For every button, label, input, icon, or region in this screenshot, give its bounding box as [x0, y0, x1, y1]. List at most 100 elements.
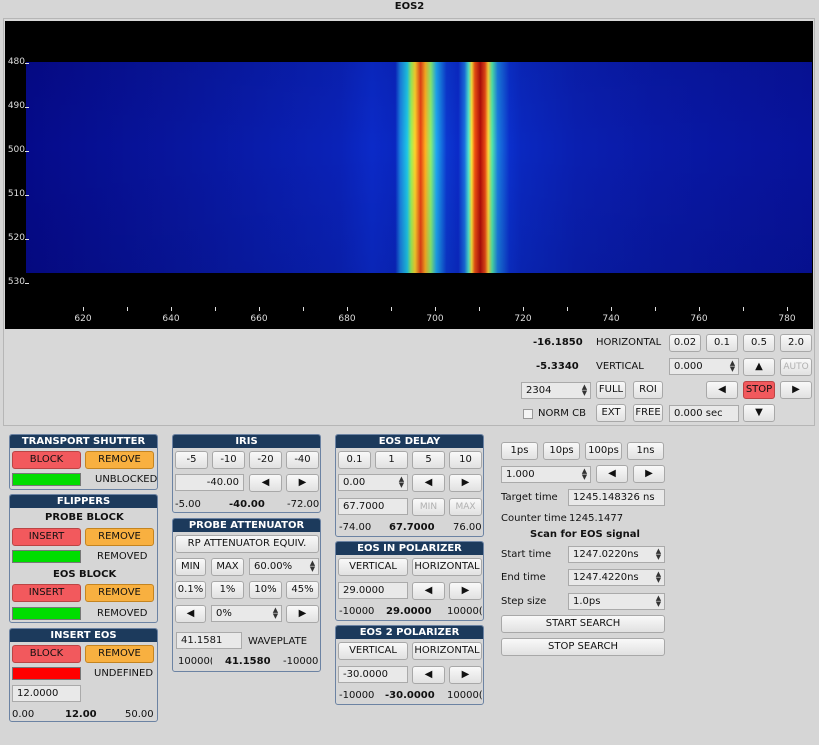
attenuator-max-button[interactable]: MAX: [211, 558, 244, 576]
eos-block-remove-button[interactable]: REMOVE: [85, 584, 154, 602]
scan-step-1ns-button[interactable]: 1ns: [627, 442, 664, 460]
horizontal-label: HORIZONTAL: [596, 337, 662, 348]
scan-left-button[interactable]: ◀: [596, 465, 628, 483]
up-arrow-button[interactable]: ▲: [743, 358, 775, 376]
spin-arrows-icon[interactable]: ▲ ▼: [581, 383, 588, 397]
scan-step-1ps-button[interactable]: 1ps: [501, 442, 538, 460]
in-polarizer-min: -10000: [339, 606, 375, 617]
probe-block-insert-button[interactable]: INSERT: [12, 528, 81, 546]
delay-max-button[interactable]: MAX: [449, 498, 482, 516]
spin-arrows-icon[interactable]: ▲ ▼: [309, 559, 316, 573]
scan-step-10ps-button[interactable]: 10ps: [543, 442, 580, 460]
delay-value-field[interactable]: 67.7000: [338, 498, 408, 515]
iris-right-button[interactable]: ▶: [286, 474, 319, 492]
time-field[interactable]: 0.000 sec: [669, 405, 739, 422]
spin-arrows-icon[interactable]: ▲ ▼: [398, 475, 405, 489]
attenuator-right-button[interactable]: ▶: [286, 605, 319, 623]
insert-eos-value-field[interactable]: 12.0000: [12, 685, 81, 702]
eos2-polarizer-horizontal-button[interactable]: HORIZONTAL: [412, 642, 482, 660]
spin-arrows-icon[interactable]: ▲ ▼: [655, 570, 662, 584]
delay-step-1-button[interactable]: 1: [375, 451, 408, 469]
delay-step-0.1-button[interactable]: 0.1: [338, 451, 371, 469]
iris-step-20-button[interactable]: -20: [249, 451, 282, 469]
vertical-step-spinbox[interactable]: 0.000 ▲ ▼: [669, 358, 739, 375]
target-time-field[interactable]: 1245.148326 ns: [568, 489, 665, 506]
attenuator-step-10-button[interactable]: 10%: [249, 581, 282, 599]
in-polarizer-left-button[interactable]: ◀: [412, 582, 445, 600]
step-0.02-button[interactable]: 0.02: [669, 334, 701, 352]
attenuator-left-button[interactable]: ◀: [175, 605, 206, 623]
waveplate-range-low: 10000(: [178, 656, 212, 667]
in-polarizer-value-field[interactable]: 29.0000: [338, 582, 408, 599]
left-arrow-button[interactable]: ◀: [706, 381, 738, 399]
attenuator-step-1-button[interactable]: 1%: [211, 581, 244, 599]
full-button[interactable]: FULL: [596, 381, 626, 399]
delay-right-button[interactable]: ▶: [449, 474, 482, 492]
attenuator-step-0.1-button[interactable]: 0.1%: [175, 581, 206, 599]
end-time-spinbox[interactable]: 1247.4220ns ▲ ▼: [568, 569, 665, 586]
eos2-polarizer-value-field[interactable]: -30.0000: [338, 666, 408, 683]
shutter-block-button[interactable]: BLOCK: [12, 451, 81, 469]
scan-step-spinbox[interactable]: 1.000 ▲ ▼: [501, 466, 591, 483]
delay-spinbox[interactable]: 0.00 ▲ ▼: [338, 474, 408, 491]
ext-button[interactable]: EXT: [596, 404, 626, 422]
roi-button[interactable]: ROI: [633, 381, 663, 399]
insert-eos-block-button[interactable]: BLOCK: [12, 645, 81, 663]
x-tick-label: 720: [514, 314, 532, 324]
iris-step-10-button[interactable]: -10: [212, 451, 245, 469]
insert-eos-remove-button[interactable]: REMOVE: [85, 645, 154, 663]
y-tick-label: 480: [7, 57, 25, 67]
probe-block-remove-button[interactable]: REMOVE: [85, 528, 154, 546]
step-0.1-button[interactable]: 0.1: [706, 334, 738, 352]
delay-left-button[interactable]: ◀: [412, 474, 445, 492]
y-tick-mark: [25, 195, 29, 196]
in-polarizer-vertical-button[interactable]: VERTICAL: [338, 558, 408, 576]
start-time-label: Start time: [501, 549, 552, 560]
free-button[interactable]: FREE: [633, 404, 663, 422]
scan-step-100ps-button[interactable]: 100ps: [585, 442, 622, 460]
down-arrow-button[interactable]: ▼: [743, 404, 775, 422]
start-search-button[interactable]: START SEARCH: [501, 615, 665, 633]
in-polarizer-horizontal-button[interactable]: HORIZONTAL: [412, 558, 482, 576]
spin-arrows-icon[interactable]: ▲ ▼: [581, 467, 588, 481]
delay-step-5-button[interactable]: 5: [412, 451, 445, 469]
stop-search-button[interactable]: STOP SEARCH: [501, 638, 665, 656]
in-polarizer-right-button[interactable]: ▶: [449, 582, 482, 600]
waveplate-value-field[interactable]: 41.1581: [176, 632, 242, 649]
auto-button[interactable]: AUTO: [780, 358, 812, 376]
heatmap-image: [26, 62, 812, 273]
eos-block-insert-button[interactable]: INSERT: [12, 584, 81, 602]
step-2.0-button[interactable]: 2.0: [780, 334, 812, 352]
attenuator-step-spinbox[interactable]: 0% ▲ ▼: [211, 605, 282, 622]
spin-arrows-icon[interactable]: ▲ ▼: [655, 547, 662, 561]
x-tick-label: 740: [602, 314, 620, 324]
eos2-polarizer-left-button[interactable]: ◀: [412, 666, 445, 684]
stop-button[interactable]: STOP: [743, 381, 775, 399]
iris-step-40-button[interactable]: -40: [286, 451, 319, 469]
spin-arrows-icon[interactable]: ▲ ▼: [655, 594, 662, 608]
y-tick-mark: [25, 107, 29, 108]
attenuator-step-45-button[interactable]: 45%: [286, 581, 319, 599]
rp-attenuator-equiv-button[interactable]: RP ATTENUATOR EQUIV.: [175, 535, 319, 553]
shutter-remove-button[interactable]: REMOVE: [85, 451, 154, 469]
spin-arrows-icon[interactable]: ▲ ▼: [729, 359, 736, 373]
x-tick-mark: [523, 307, 524, 311]
scan-right-button[interactable]: ▶: [633, 465, 665, 483]
frame-spinbox[interactable]: 2304 ▲ ▼: [521, 382, 591, 399]
spin-arrows-icon[interactable]: ▲ ▼: [272, 606, 279, 620]
waveplate-current: 41.1580: [225, 656, 271, 667]
iris-left-button[interactable]: ◀: [249, 474, 282, 492]
start-time-spinbox[interactable]: 1247.0220ns ▲ ▼: [568, 546, 665, 563]
eos2-polarizer-vertical-button[interactable]: VERTICAL: [338, 642, 408, 660]
right-arrow-button[interactable]: ▶: [780, 381, 812, 399]
step-size-spinbox[interactable]: 1.0ps ▲ ▼: [568, 593, 665, 610]
delay-min-button[interactable]: MIN: [412, 498, 445, 516]
iris-value-field[interactable]: -40.00: [175, 474, 244, 491]
step-0.5-button[interactable]: 0.5: [743, 334, 775, 352]
iris-step-5-button[interactable]: -5: [175, 451, 208, 469]
eos2-polarizer-right-button[interactable]: ▶: [449, 666, 482, 684]
norm-cb-checkbox[interactable]: [523, 409, 533, 419]
attenuator-percent-spinbox[interactable]: 60.00% ▲ ▼: [249, 558, 319, 575]
delay-step-10-button[interactable]: 10: [449, 451, 482, 469]
attenuator-min-button[interactable]: MIN: [175, 558, 206, 576]
